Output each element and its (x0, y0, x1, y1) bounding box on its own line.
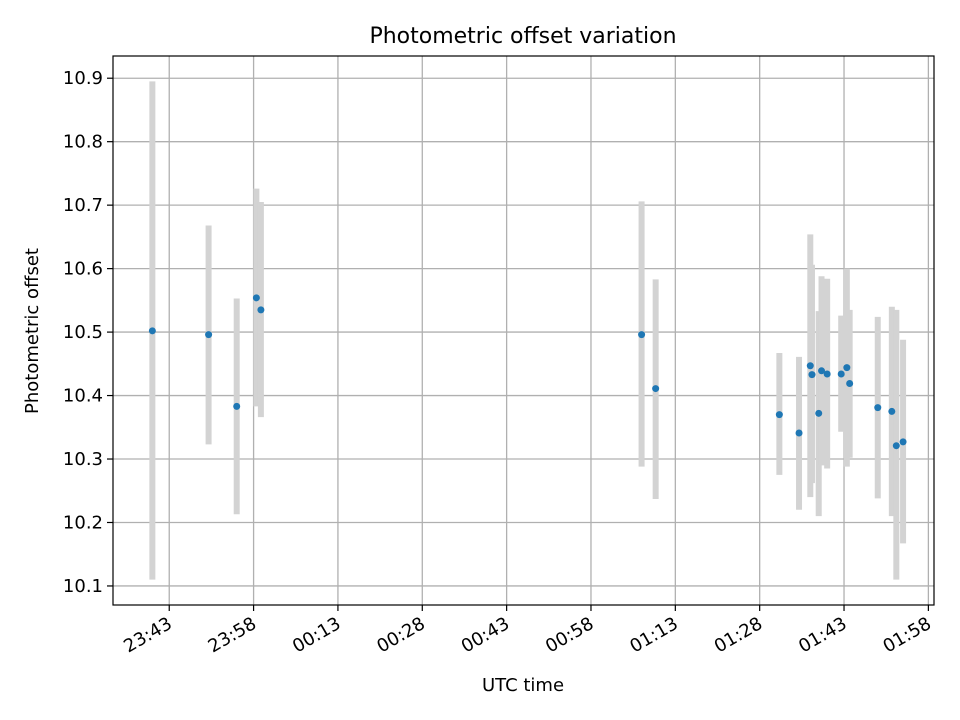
data-point (808, 371, 816, 379)
data-point (823, 370, 831, 378)
y-tick-label: 10.4 (63, 386, 103, 407)
data-point (874, 404, 882, 412)
data-point (837, 370, 845, 378)
data-point (899, 438, 907, 446)
y-tick-label: 10.5 (63, 322, 103, 343)
x-tick-label: 23:43 (120, 613, 175, 657)
data-point (233, 402, 241, 410)
error-bars (149, 81, 907, 580)
y-tick-label: 10.9 (63, 68, 103, 89)
y-tick-label: 10.3 (63, 449, 103, 470)
data-point (638, 331, 646, 339)
data-point (652, 385, 660, 393)
data-markers (148, 294, 907, 450)
x-tick-label: 00:43 (458, 613, 513, 657)
x-tick-label: 00:58 (542, 613, 597, 657)
data-point (775, 411, 783, 419)
x-tick-label: 01:13 (626, 613, 681, 657)
data-point (815, 409, 823, 417)
chart-title: Photometric offset variation (369, 24, 676, 49)
data-point (846, 379, 854, 387)
y-tick-label: 10.1 (63, 576, 103, 597)
x-axis-ticks: 23:43 23:58 00:13 00:28 00:43 00:58 01:13 01:28… (120, 605, 935, 657)
y-axis-ticks: 10.1 10.2 10.3 10.4 10.5 10.6 10.7 10.8 10.9 (63, 68, 113, 597)
y-tick-label: 10.8 (63, 132, 103, 153)
data-point (843, 364, 851, 372)
data-point (205, 331, 213, 339)
data-point (892, 442, 900, 450)
x-tick-label: 00:28 (373, 613, 428, 657)
y-tick-label: 10.6 (63, 259, 103, 280)
data-point (888, 407, 896, 415)
x-tick-label: 01:58 (879, 613, 934, 657)
x-tick-label: 00:13 (289, 613, 344, 657)
data-point (795, 429, 803, 437)
x-tick-label: 23:58 (205, 613, 260, 657)
data-point (806, 362, 814, 370)
data-point (818, 367, 826, 375)
data-point (252, 294, 260, 302)
x-tick-label: 01:43 (795, 613, 850, 657)
y-tick-label: 10.2 (63, 512, 103, 533)
x-tick-label: 01:28 (711, 613, 766, 657)
data-point (257, 306, 265, 314)
x-axis-label: UTC time (482, 675, 564, 696)
y-tick-label: 10.7 (63, 195, 103, 216)
y-axis-label: Photometric offset (22, 248, 43, 414)
data-point (148, 327, 156, 335)
plot-frame (112, 55, 935, 606)
